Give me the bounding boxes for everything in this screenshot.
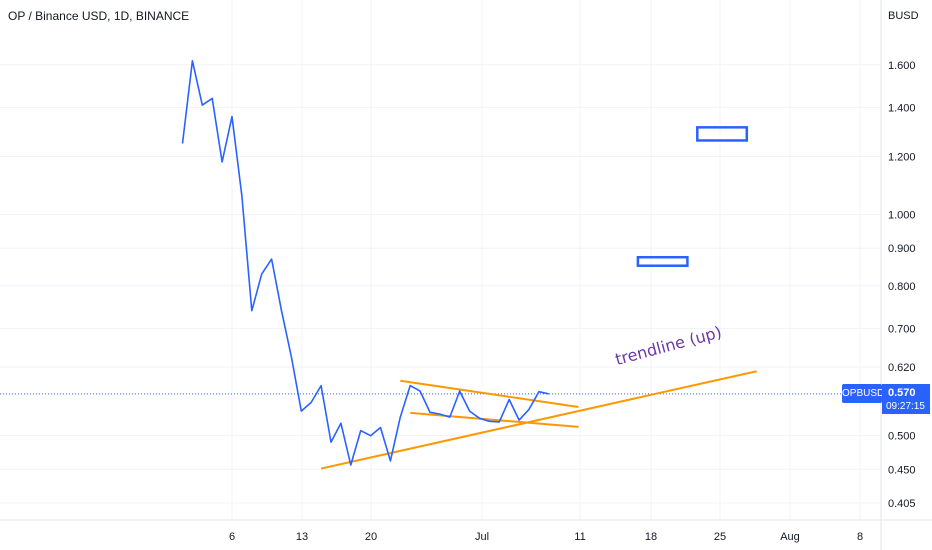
trendline-drawing[interactable]: [400, 379, 579, 409]
price-axis[interactable]: 1.600 1.400 1.200 1.000 0.900 0.800 0.700 0.620…: [888, 60, 916, 510]
bar-countdown: 09:27:15: [886, 401, 925, 412]
price-tick-label: 1.600: [888, 60, 916, 72]
price-tick-label: 1.400: [888, 102, 916, 114]
price-tick-label: 1.200: [888, 152, 916, 164]
time-axis[interactable]: 6 13 20 Jul 11 18 25 Aug 8: [229, 531, 863, 543]
chart-title: OP / Binance USD, 1D, BINANCE: [8, 9, 190, 23]
price-tick-label: 0.450: [888, 464, 916, 476]
time-tick-label: Aug: [780, 531, 800, 543]
current-price: 0.570: [888, 387, 916, 399]
time-tick-label: 6: [229, 531, 235, 543]
current-price-tag: 0.570 09:27:15: [882, 384, 930, 414]
time-tick-label: 25: [714, 531, 726, 543]
price-tick-label: 0.620: [888, 362, 916, 374]
price-tick-label: 1.000: [888, 210, 916, 222]
drawings-layer[interactable]: [320, 126, 757, 470]
trendline-drawing[interactable]: [320, 370, 757, 470]
symbol-tag: OPBUSD: [842, 384, 884, 403]
rectangle-drawing[interactable]: [636, 255, 689, 267]
time-tick-label: 8: [857, 531, 863, 543]
trendline-drawing[interactable]: [410, 411, 579, 428]
time-tick-label: 13: [296, 531, 308, 543]
currency-label: BUSD: [888, 10, 919, 22]
time-tick-label: 11: [574, 531, 585, 543]
price-tick-label: 0.500: [888, 431, 916, 443]
price-tick-label: 0.700: [888, 323, 916, 335]
price-tick-label: 0.900: [888, 243, 916, 255]
time-tick-label: 18: [645, 531, 657, 543]
time-tick-label: Jul: [475, 531, 489, 543]
price-series-line[interactable]: [181, 59, 549, 466]
grid: [0, 0, 881, 520]
time-tick-label: 20: [365, 531, 377, 543]
rectangle-drawing[interactable]: [696, 126, 749, 142]
price-tick-label: 0.800: [888, 281, 916, 293]
price-tick-label: 0.405: [888, 498, 916, 510]
